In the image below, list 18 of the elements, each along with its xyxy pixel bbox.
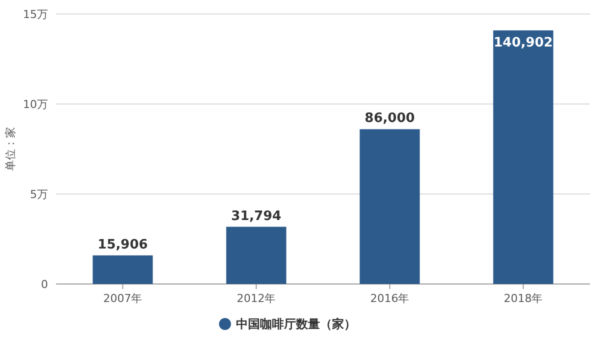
x-tick-label: 2018年 xyxy=(504,292,543,305)
y-tick-label: 10万 xyxy=(23,98,48,111)
text: 15,906 xyxy=(98,237,148,252)
y-tick-label: 5万 xyxy=(30,188,48,201)
bar xyxy=(226,226,286,284)
x-tick-label: 2012年 xyxy=(236,292,276,305)
y-tick-label: 15万 xyxy=(23,8,48,21)
text: 140,902 xyxy=(494,35,553,50)
y-tick-label: 0 xyxy=(41,278,48,291)
y-axis-title: 单位：家 xyxy=(4,127,17,171)
bar xyxy=(493,30,554,284)
bar xyxy=(92,255,153,284)
text: 31,794 xyxy=(231,208,282,224)
x-tick-label: 2007年 xyxy=(103,292,142,305)
text: 86,000 xyxy=(364,111,415,126)
x-tick-label: 2016年 xyxy=(370,292,410,305)
legend-label: 中国咖啡厅数量（家） xyxy=(236,317,356,331)
bar xyxy=(360,129,420,284)
